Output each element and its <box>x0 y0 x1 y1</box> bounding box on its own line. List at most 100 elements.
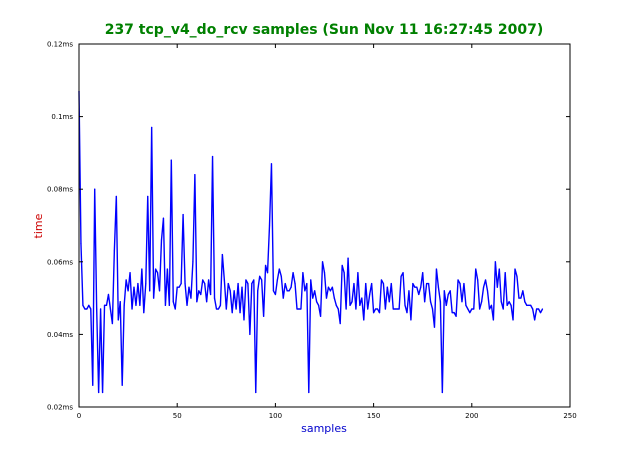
data-point <box>296 308 298 310</box>
data-point <box>522 290 524 292</box>
data-point <box>355 308 357 310</box>
data-point <box>119 301 121 303</box>
data-point <box>282 297 284 299</box>
data-point <box>263 315 265 317</box>
data-point <box>318 304 320 306</box>
data-point <box>192 261 194 263</box>
x-tick-label: 150 <box>367 412 380 420</box>
data-point <box>266 272 269 274</box>
data-point <box>459 282 461 285</box>
data-point <box>410 319 412 321</box>
y-tick-label: 0.04ms <box>47 331 73 339</box>
data-point <box>302 272 304 274</box>
data-point <box>180 282 182 285</box>
data-point <box>145 282 147 285</box>
data-point <box>308 391 310 394</box>
data-point <box>105 304 108 306</box>
data-point <box>264 264 267 267</box>
data-point <box>412 282 414 285</box>
data-point <box>155 268 157 270</box>
data-point <box>96 308 98 310</box>
data-point <box>321 261 324 263</box>
data-point <box>539 312 542 314</box>
data-point <box>300 308 302 310</box>
data-point <box>453 312 455 314</box>
data-point <box>84 308 86 310</box>
data-point <box>518 297 520 299</box>
data-point <box>347 257 349 259</box>
data-point <box>508 301 510 303</box>
data-point <box>351 301 353 303</box>
data-point <box>127 290 129 292</box>
data-point <box>455 315 457 317</box>
data-point <box>184 282 186 285</box>
data-point <box>270 163 273 165</box>
data-point <box>408 290 410 292</box>
data-point <box>249 333 251 335</box>
data-point <box>402 272 404 274</box>
data-point <box>443 290 445 292</box>
data-point <box>349 304 351 306</box>
data-point <box>433 326 436 328</box>
data-point <box>465 304 467 306</box>
data-point <box>431 308 434 310</box>
data-point <box>488 308 491 310</box>
data-point <box>113 250 115 252</box>
data-point <box>526 304 528 306</box>
data-point <box>469 312 471 314</box>
data-point <box>400 275 402 277</box>
data-point <box>451 312 453 314</box>
x-tick-label: 250 <box>563 412 576 420</box>
data-point <box>382 282 385 285</box>
data-point <box>396 308 398 310</box>
data-point <box>135 304 137 306</box>
data-point <box>327 286 330 288</box>
data-point <box>176 286 178 288</box>
plot-frame <box>78 43 571 408</box>
data-point <box>461 301 463 303</box>
data-point <box>304 290 306 292</box>
data-point <box>306 282 308 285</box>
data-point <box>149 290 151 292</box>
data-point <box>190 297 192 299</box>
data-point <box>162 217 165 219</box>
data-point <box>292 272 294 274</box>
data-point <box>286 290 288 292</box>
data-point <box>168 304 170 306</box>
data-point <box>198 290 200 292</box>
data-point <box>473 308 475 310</box>
data-point <box>541 308 544 310</box>
data-point <box>101 391 104 394</box>
data-point <box>449 290 451 292</box>
data-point <box>371 282 373 285</box>
data-point <box>484 279 487 281</box>
data-point <box>111 322 113 325</box>
data-point <box>151 126 153 129</box>
data-point <box>514 268 516 270</box>
data-point <box>357 272 359 274</box>
data-point <box>467 308 469 310</box>
data-point <box>418 293 420 296</box>
data-point <box>225 308 227 310</box>
data-point <box>298 308 300 310</box>
data-point <box>239 312 241 314</box>
data-point <box>392 308 394 310</box>
data-point <box>208 279 210 281</box>
data-point <box>516 275 518 277</box>
data-point <box>255 391 257 394</box>
data-point <box>537 308 540 310</box>
data-point <box>294 282 296 285</box>
data-point <box>160 239 163 241</box>
data-point <box>325 297 328 299</box>
data-point <box>217 308 220 310</box>
data-point <box>213 297 216 299</box>
data-point <box>121 384 123 386</box>
data-point <box>316 301 318 303</box>
data-point <box>288 290 290 292</box>
data-point <box>479 308 481 310</box>
data-point <box>261 279 263 281</box>
data-point <box>422 272 424 274</box>
data-point <box>90 308 92 310</box>
data-point <box>182 214 184 216</box>
